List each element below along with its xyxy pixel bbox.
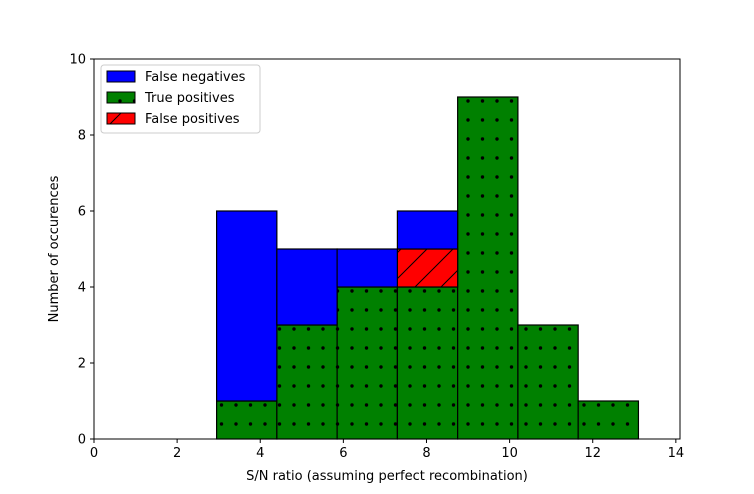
y-axis-ticks: 0 2 4 6 8 10 (69, 53, 94, 448)
bar-false-positives-3-hatch (397, 249, 458, 287)
bar-true-positives-0-hatch (216, 401, 277, 439)
bar-true-positives-1-hatch (276, 325, 338, 439)
x-tick-label-10: 10 (501, 446, 518, 461)
y-tick-label-6: 6 (78, 205, 86, 220)
x-tick-label-14: 14 (668, 446, 685, 461)
x-tick-label-8: 8 (422, 446, 430, 461)
legend-false-negatives-label: False negatives (145, 70, 246, 85)
bar-true-positives-4-hatch (457, 97, 518, 439)
y-tick-label-2: 2 (78, 357, 86, 372)
y-axis-label: Number of occurences (47, 175, 62, 322)
x-tick-label-4: 4 (256, 446, 264, 461)
y-tick-label-10: 10 (69, 53, 86, 68)
legend-false-positives-swatch-edge (106, 112, 136, 125)
x-tick-label-0: 0 (90, 446, 98, 461)
legend-false-positives-swatch-hatch (107, 113, 135, 124)
y-tick-label-0: 0 (78, 433, 86, 448)
bar-false-negatives-3 (397, 211, 458, 249)
legend-true-positives-swatch-edge (106, 91, 136, 104)
bar-true-positives-6-hatch (578, 401, 639, 439)
plot-frame (93, 58, 681, 440)
bar-false-negatives-3-edge (396, 210, 459, 250)
x-axis-ticks: 0 2 4 6 8 10 12 14 (90, 439, 684, 461)
x-axis-label: S/N ratio (assuming perfect recombinatio… (246, 469, 528, 484)
bar-false-negatives-1 (276, 249, 338, 325)
legend-box (100, 64, 261, 134)
bars-layer (216, 96, 640, 440)
legend-false-negatives-swatch-edge (106, 70, 136, 83)
bar-false-negatives-2 (337, 249, 398, 287)
legend-false-positives-label: False positives (145, 112, 240, 127)
bar-false-negatives-2-edge (336, 248, 398, 288)
bar-true-positives-3-hatch (397, 287, 458, 439)
bar-true-positives-5-hatch (517, 325, 579, 439)
x-tick-label-12: 12 (584, 446, 601, 461)
legend-true-positives-swatch-hatch (107, 92, 135, 103)
y-tick-label-4: 4 (78, 281, 86, 296)
x-tick-label-2: 2 (173, 446, 181, 461)
x-tick-label-6: 6 (339, 446, 347, 461)
legend: False negatives True positives False posit… (100, 64, 261, 134)
legend-false-negatives-swatch (107, 71, 135, 82)
bar-true-positives-2-hatch (337, 287, 398, 439)
legend-true-positives-label: True positives (144, 91, 235, 106)
y-tick-label-8: 8 (78, 129, 86, 144)
bar-false-negatives-0 (216, 211, 277, 401)
